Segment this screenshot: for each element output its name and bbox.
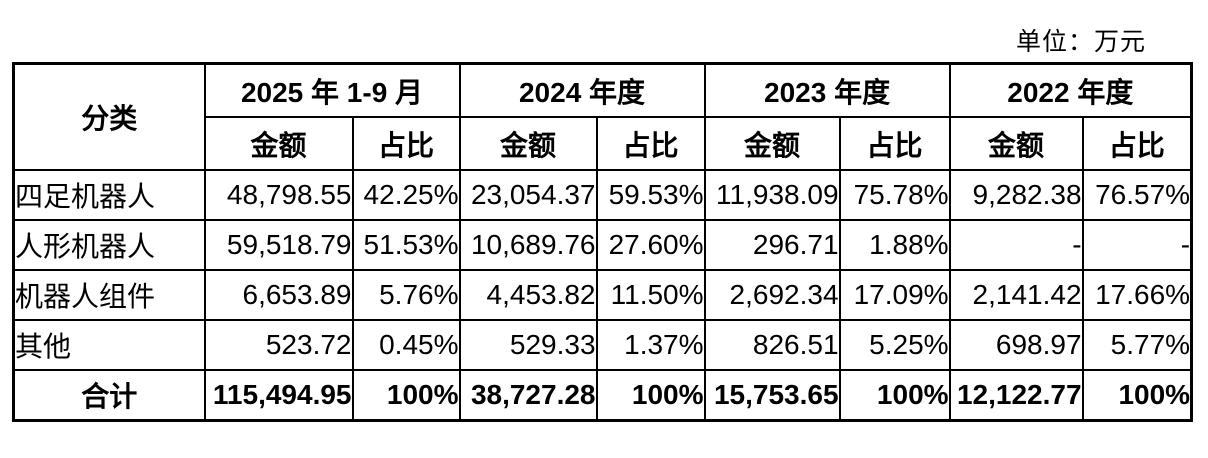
category-cell: 机器人组件 (12, 269, 206, 321)
period-header-2025: 2025 年 1-9 月 (203, 62, 461, 118)
ratio-cell: 1.37% (595, 319, 706, 371)
total-ratio-cell: 100% (595, 369, 706, 422)
table-header: 分类 2025 年 1-9 月 2024 年度 2023 年度 2022 年度 … (12, 62, 1193, 171)
period-header-row: 分类 2025 年 1-9 月 2024 年度 2023 年度 2022 年度 (12, 62, 1193, 171)
category-column-header: 分类 (12, 62, 206, 171)
ratio-subheader-2025: 占比 (351, 116, 461, 171)
table-row-total: 合计 115,494.95 100% 38,727.28 100% 15,753… (12, 369, 1193, 422)
ratio-cell: 5.77% (1081, 319, 1193, 371)
total-amount-cell: 115,494.95 (203, 369, 354, 422)
period-header-2024: 2024 年度 (458, 62, 706, 118)
amount-cell: 698.97 (948, 319, 1084, 371)
amount-subheader-2024: 金额 (458, 116, 598, 171)
subheader-row: 金额 占比 金额 占比 金额 占比 金额 占比 (14, 116, 1193, 171)
amount-cell: 4,453.82 (458, 269, 598, 321)
revenue-breakdown-table: 分类 2025 年 1-9 月 2024 年度 2023 年度 2022 年度 … (12, 62, 1194, 422)
ratio-cell: 17.66% (1081, 269, 1193, 321)
ratio-cell: 0.45% (351, 319, 461, 371)
total-amount-cell: 12,122.77 (948, 369, 1084, 422)
total-amount-cell: 15,753.65 (703, 369, 841, 422)
table-row-humanoid-robot: 人形机器人 59,518.79 51.53% 10,689.76 27.60% … (12, 219, 1193, 271)
ratio-cell: 5.25% (838, 319, 951, 371)
category-cell: 人形机器人 (12, 219, 206, 271)
category-cell: 四足机器人 (12, 169, 206, 221)
ratio-cell: 59.53% (595, 169, 706, 221)
ratio-cell: 5.76% (351, 269, 461, 321)
table-body: 四足机器人 48,798.55 42.25% 23,054.37 59.53% … (12, 169, 1193, 422)
amount-cell: 48,798.55 (203, 169, 354, 221)
amount-subheader-2025: 金额 (203, 116, 354, 171)
amount-cell: 296.71 (703, 219, 841, 271)
amount-cell: 2,692.34 (703, 269, 841, 321)
period-header-2023: 2023 年度 (703, 62, 951, 118)
total-ratio-cell: 100% (1081, 369, 1193, 422)
total-ratio-cell: 100% (838, 369, 951, 422)
table-row-other: 其他 523.72 0.45% 529.33 1.37% 826.51 5.25… (12, 319, 1193, 371)
ratio-subheader-2023: 占比 (838, 116, 951, 171)
amount-cell: 2,141.42 (948, 269, 1084, 321)
amount-cell: 23,054.37 (458, 169, 598, 221)
ratio-cell: 27.60% (595, 219, 706, 271)
ratio-cell: 1.88% (838, 219, 951, 271)
total-label-cell: 合计 (12, 369, 206, 422)
amount-subheader-2022: 金额 (948, 116, 1084, 171)
unit-label: 单位：万元 (1015, 29, 1146, 56)
ratio-cell: 75.78% (838, 169, 951, 221)
amount-cell: 826.51 (703, 319, 841, 371)
ratio-subheader-2022: 占比 (1081, 116, 1193, 171)
ratio-cell: 76.57% (1081, 169, 1193, 221)
ratio-cell: 51.53% (351, 219, 461, 271)
amount-cell: 523.72 (203, 319, 354, 371)
amount-cell: 10,689.76 (458, 219, 598, 271)
ratio-cell: 11.50% (595, 269, 706, 321)
total-amount-cell: 38,727.28 (458, 369, 598, 422)
ratio-cell: 17.09% (838, 269, 951, 321)
amount-cell: 59,518.79 (203, 219, 354, 271)
amount-cell: 11,938.09 (703, 169, 841, 221)
period-header-2022: 2022 年度 (948, 62, 1193, 118)
ratio-subheader-2024: 占比 (595, 116, 706, 171)
amount-cell: - (948, 219, 1084, 271)
category-cell: 其他 (12, 319, 206, 371)
table-row-robot-components: 机器人组件 6,653.89 5.76% 4,453.82 11.50% 2,6… (12, 269, 1193, 321)
amount-subheader-2023: 金额 (703, 116, 841, 171)
amount-cell: 529.33 (458, 319, 598, 371)
ratio-cell: - (1081, 219, 1193, 271)
table-row-quadruped-robot: 四足机器人 48,798.55 42.25% 23,054.37 59.53% … (12, 169, 1193, 221)
amount-cell: 9,282.38 (948, 169, 1084, 221)
ratio-cell: 42.25% (351, 169, 461, 221)
total-ratio-cell: 100% (351, 369, 461, 422)
amount-cell: 6,653.89 (203, 269, 354, 321)
